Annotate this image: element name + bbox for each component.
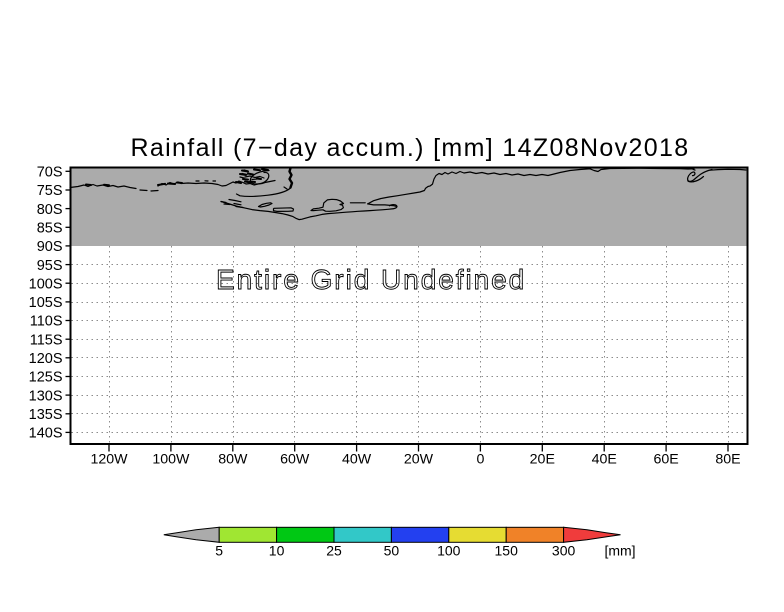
- svg-text:95S: 95S: [37, 258, 63, 274]
- svg-text:20W: 20W: [404, 452, 434, 468]
- svg-text:105S: 105S: [29, 295, 63, 311]
- svg-text:140S: 140S: [29, 426, 63, 442]
- svg-text:60W: 60W: [280, 452, 310, 468]
- svg-text:40W: 40W: [342, 452, 372, 468]
- svg-text:80S: 80S: [37, 202, 63, 218]
- svg-text:Rainfall (7−day accum.) [mm] 1: Rainfall (7−day accum.) [mm] 14Z08Nov201…: [130, 134, 689, 162]
- svg-text:120S: 120S: [29, 351, 63, 367]
- svg-text:20E: 20E: [530, 452, 555, 468]
- svg-text:5: 5: [215, 543, 223, 559]
- svg-text:125S: 125S: [29, 370, 63, 386]
- svg-text:50: 50: [384, 543, 400, 559]
- svg-text:Entire Grid Undefined: Entire Grid Undefined: [216, 264, 526, 295]
- svg-text:100S: 100S: [29, 276, 63, 292]
- svg-text:300: 300: [552, 543, 576, 559]
- svg-text:115S: 115S: [30, 332, 63, 348]
- svg-text:120W: 120W: [90, 452, 128, 468]
- svg-text:90S: 90S: [37, 239, 63, 255]
- svg-text:40E: 40E: [592, 452, 617, 468]
- svg-text:100W: 100W: [152, 452, 190, 468]
- svg-text:85S: 85S: [37, 221, 63, 237]
- svg-text:10: 10: [269, 543, 285, 559]
- svg-text:100: 100: [437, 543, 461, 559]
- svg-text:150: 150: [495, 543, 519, 559]
- svg-text:70S: 70S: [37, 165, 63, 181]
- svg-text:60E: 60E: [653, 452, 678, 468]
- svg-text:80W: 80W: [218, 452, 248, 468]
- svg-text:80E: 80E: [715, 452, 740, 468]
- svg-text:0: 0: [476, 452, 484, 468]
- svg-text:[mm]: [mm]: [604, 543, 635, 559]
- svg-text:75S: 75S: [37, 183, 63, 199]
- svg-text:25: 25: [326, 543, 342, 559]
- svg-text:110S: 110S: [30, 314, 63, 330]
- svg-text:130S: 130S: [29, 388, 63, 404]
- svg-text:135S: 135S: [29, 407, 63, 423]
